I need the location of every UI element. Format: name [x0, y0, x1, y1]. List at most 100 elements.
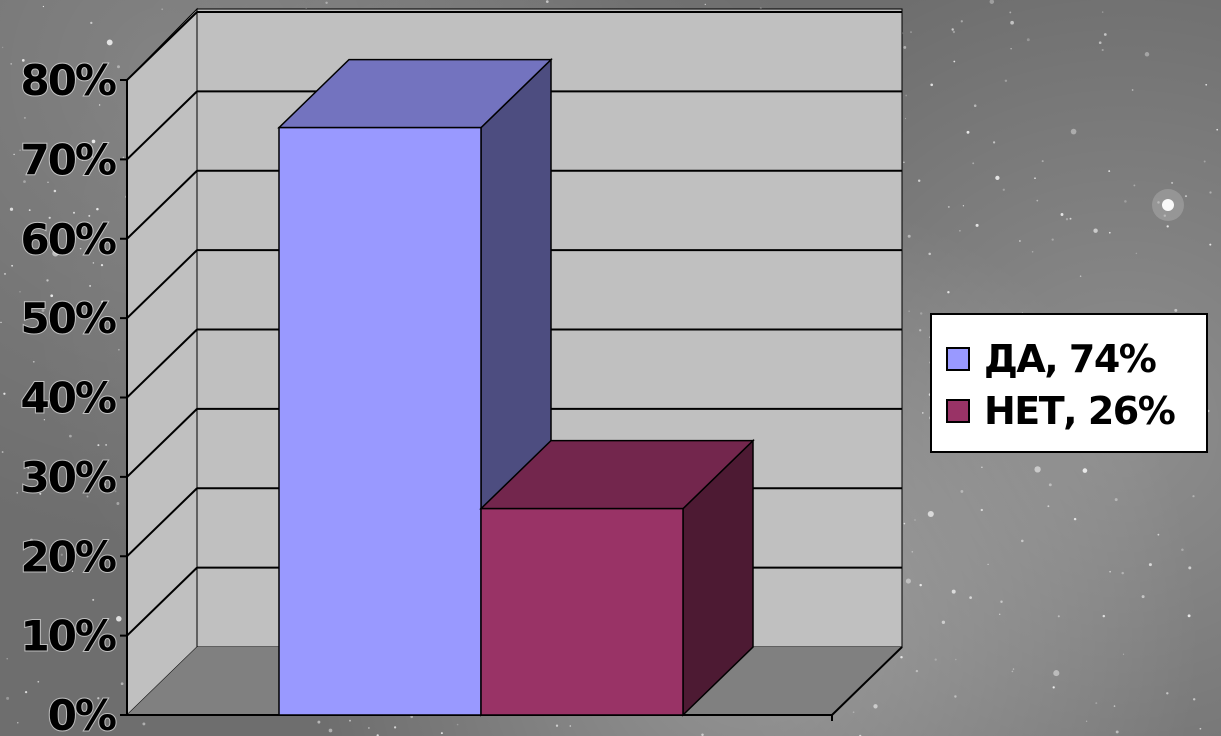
star: [43, 419, 46, 421]
star: [1157, 533, 1160, 536]
chart-side-wall: [126, 7, 198, 717]
star: [1108, 170, 1111, 173]
side-gridline: [126, 170, 198, 240]
star: [86, 623, 93, 630]
side-gridline: [126, 487, 198, 557]
star: [86, 495, 89, 498]
star: [47, 181, 49, 183]
star: [934, 658, 937, 661]
legend-swatch-net: [946, 399, 970, 423]
star: [1085, 720, 1088, 722]
star: [1053, 670, 1060, 677]
star: [1209, 191, 1212, 194]
star: [917, 179, 921, 183]
side-gridline: [126, 566, 198, 637]
star: [117, 65, 120, 69]
star: [992, 141, 996, 144]
bright-star-glow: [1152, 189, 1184, 221]
y-tick-label: 20%: [20, 532, 115, 581]
star: [1052, 686, 1055, 689]
star: [41, 308, 45, 312]
y-tick-label: 50%: [20, 294, 115, 343]
star: [905, 578, 911, 584]
star: [1004, 79, 1008, 83]
star: [46, 279, 49, 282]
star: [68, 390, 72, 394]
star: [1031, 251, 1034, 253]
star: [960, 489, 964, 493]
star: [1115, 730, 1119, 734]
star: [120, 682, 124, 686]
star: [1082, 468, 1088, 473]
star: [1109, 570, 1111, 573]
star: [106, 39, 113, 46]
star: [1163, 214, 1167, 217]
star: [1157, 201, 1160, 204]
side-gridline: [126, 11, 198, 81]
star: [19, 291, 21, 293]
star: [1192, 698, 1196, 701]
star: [900, 655, 903, 659]
star: [118, 348, 120, 351]
side-gridline: [126, 90, 198, 161]
star: [1199, 727, 1202, 730]
star: [13, 153, 15, 156]
star: [6, 658, 8, 660]
star: [73, 211, 75, 214]
star: [89, 284, 92, 287]
bright-star: [1162, 199, 1174, 211]
star: [545, 0, 549, 3]
star: [1102, 614, 1106, 618]
star: [1166, 225, 1169, 228]
star: [10, 63, 13, 65]
star: [1209, 243, 1212, 246]
star: [39, 492, 42, 495]
star: [914, 519, 916, 521]
star: [1041, 160, 1044, 163]
star: [1141, 595, 1145, 599]
star: [953, 60, 956, 63]
star: [975, 223, 979, 227]
star: [86, 387, 91, 392]
star: [100, 263, 104, 267]
star: [1148, 563, 1152, 567]
star: [1121, 571, 1124, 575]
star: [9, 207, 14, 211]
legend-swatch-da: [946, 347, 970, 371]
star: [919, 329, 922, 332]
star: [921, 412, 924, 414]
y-tick-labels: 0% 10% 20% 30% 40% 50% 60% 70% 80%: [19, 55, 118, 736]
star: [161, 8, 164, 11]
side-wall: [126, 7, 198, 717]
star: [100, 166, 102, 169]
star: [1144, 52, 1150, 57]
star: [1047, 505, 1050, 508]
star: [905, 94, 908, 97]
star: [960, 20, 963, 23]
star: [368, 727, 370, 729]
star: [116, 502, 120, 505]
star: [555, 724, 559, 727]
star: [410, 715, 414, 719]
star: [142, 722, 146, 726]
star: [1012, 668, 1015, 670]
star: [26, 83, 29, 87]
star: [954, 695, 957, 698]
star: [1060, 213, 1064, 216]
star: [317, 720, 321, 724]
star: [50, 294, 54, 298]
star: [1048, 483, 1052, 487]
star: [88, 251, 90, 254]
star: [1181, 548, 1184, 551]
star: [48, 216, 51, 219]
star: [919, 583, 922, 587]
star: [919, 312, 923, 315]
star: [122, 156, 125, 159]
bar-front-face: [480, 507, 684, 716]
star: [1065, 218, 1069, 221]
star: [16, 492, 18, 494]
star: [973, 104, 977, 107]
star: [959, 229, 961, 232]
star: [23, 116, 26, 119]
star: [951, 28, 954, 31]
